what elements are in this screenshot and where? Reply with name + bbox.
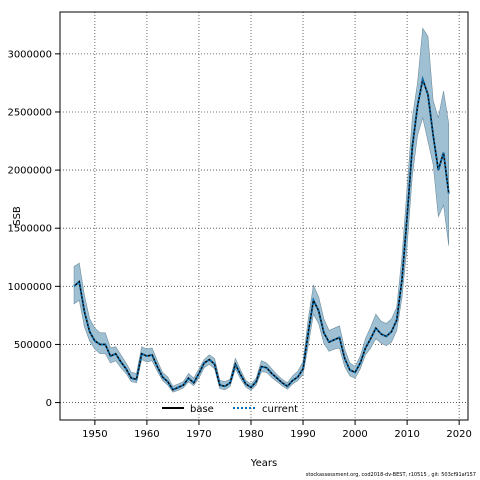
series-lines [73,75,450,392]
series-line-current [73,75,450,392]
y-tick-label: 1000000 [7,282,52,293]
plot-frame [59,11,469,421]
confidence-band [73,27,450,393]
x-tick-label: 1970 [186,429,211,440]
y-tick-label: 3000000 [7,49,52,60]
x-tick-label: 1980 [238,429,263,440]
legend-label-current: current [262,404,298,415]
x-tick-label: 1950 [82,429,107,440]
y-tick-label: 0 [46,398,52,409]
y-tick-label: 500000 [14,340,52,351]
y-tick-label: 2000000 [7,166,52,177]
legend: base current [162,404,298,415]
x-tick-label: 1990 [290,429,315,440]
x-tick-label: 2020 [446,429,471,440]
x-axis-title: Years [250,458,277,469]
x-tick-label: 2000 [342,429,367,440]
footer-note: stockassessment.org, cod2018-dv-BEST, r1… [305,472,476,478]
y-tick-label: 1500000 [7,224,52,235]
x-axis: 1950 1960 1970 1980 1990 2000 2010 2020 [82,420,472,440]
x-tick-label: 2010 [394,429,419,440]
series-line-base [73,76,450,391]
x-tick-label: 1960 [134,429,159,440]
y-axis: 0 500000 1000000 1500000 2000000 2500000 30000… [7,49,60,409]
y-axis-title: SSB [12,206,23,226]
confidence-band-layer [73,27,450,393]
y-tick-label: 2500000 [7,107,52,118]
legend-label-base: base [190,404,214,415]
